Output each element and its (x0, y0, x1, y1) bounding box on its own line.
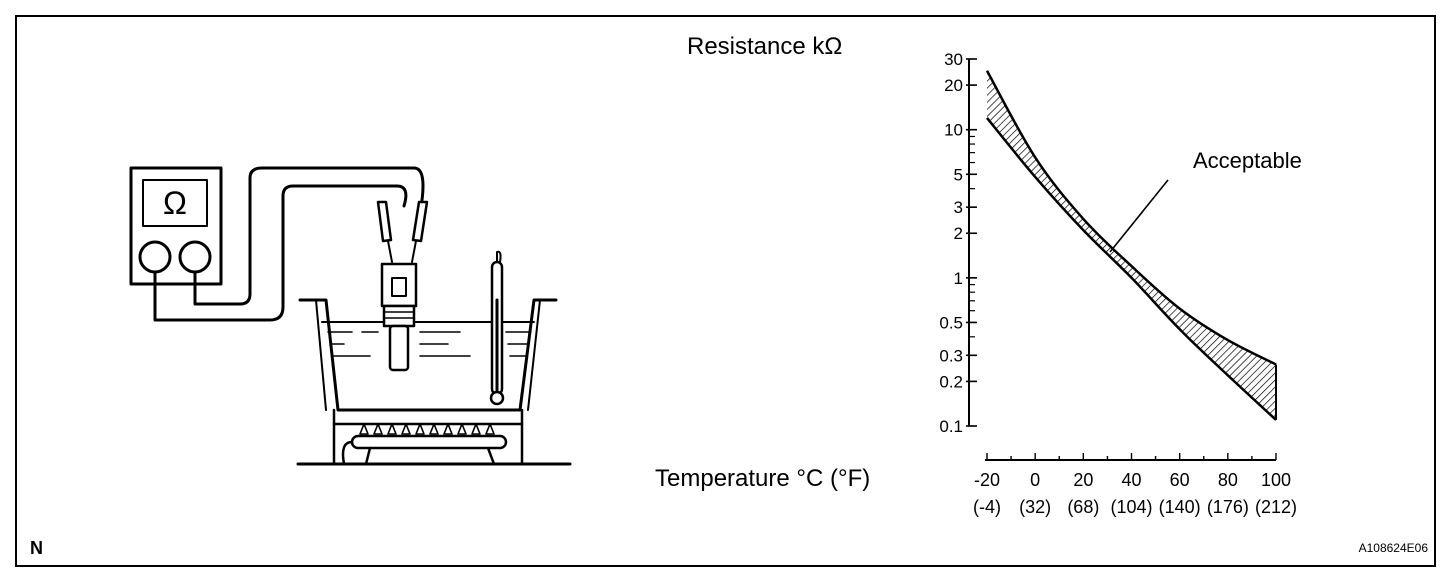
x-tick-label-celsius: 40 (1121, 470, 1141, 490)
x-tick-label-fahrenheit: (140) (1159, 497, 1201, 517)
x-tick-label-fahrenheit: (32) (1019, 497, 1051, 517)
temperature-sensor (380, 262, 418, 372)
y-tick-label: 5 (954, 165, 963, 184)
burner-flames (359, 423, 495, 435)
figure-code: A108624E06 (1358, 541, 1428, 555)
water-lines (327, 331, 531, 357)
x-tick-label-celsius: -20 (974, 470, 1000, 490)
y-tick-label: 3 (954, 198, 963, 217)
x-tick-label-celsius: 60 (1170, 470, 1190, 490)
x-tick-label-fahrenheit: (212) (1255, 497, 1297, 517)
y-tick-label: 0.5 (939, 313, 963, 332)
x-tick-label-celsius: 100 (1261, 470, 1291, 490)
probe-left (376, 200, 393, 243)
ohm-symbol: Ω (163, 185, 187, 221)
probe-right (411, 200, 429, 243)
x-tick-label-fahrenheit: (104) (1110, 497, 1152, 517)
figure-frame (15, 15, 1436, 567)
test-lead-inner (193, 166, 425, 306)
y-tick-label: 0.2 (939, 372, 963, 391)
test-lead-outer (153, 184, 408, 322)
x-tick-label-fahrenheit: (68) (1067, 497, 1099, 517)
page-letter: N (30, 538, 43, 558)
x-tick-label-fahrenheit: (-4) (973, 497, 1001, 517)
x-tick-label-fahrenheit: (176) (1207, 497, 1249, 517)
y-tick-label: 1 (954, 269, 963, 288)
ohmmeter-terminal-left (138, 240, 172, 274)
x-tick-label-celsius: 20 (1073, 470, 1093, 490)
acceptable-label: Acceptable (1193, 148, 1302, 173)
y-tick-label: 30 (944, 50, 963, 69)
acceptable-band (987, 70, 1276, 420)
ohmmeter-terminal-right (178, 240, 212, 274)
acceptable-leader-line (1109, 179, 1169, 253)
heater-stand (332, 408, 524, 466)
y-tick-label: 10 (944, 121, 963, 140)
band-upper-limit-line (985, 70, 1277, 366)
y-tick-label: 2 (954, 224, 963, 243)
y-axis-label: Resistance kΩ (687, 33, 842, 60)
x-tick-label-celsius: 80 (1218, 470, 1238, 490)
ohmmeter (129, 166, 223, 286)
x-axis-label: Temperature °C (°F) (655, 465, 870, 492)
water-pot (298, 298, 558, 412)
y-tick-label: 0.1 (939, 417, 963, 436)
y-tick-label: 20 (944, 76, 963, 95)
y-tick-label: 0.3 (939, 346, 963, 365)
resistance-temperature-chart: 30 20 10 5 3 2 1 0.5 0.3 0.2 0.1 -20 (-4) 0 (32) 20 (68)… (939, 50, 1302, 517)
thermometer (489, 250, 505, 406)
band-lower-limit-line (986, 117, 1277, 421)
test-setup-illustration (129, 166, 572, 466)
x-tick-label-celsius: 0 (1030, 470, 1040, 490)
